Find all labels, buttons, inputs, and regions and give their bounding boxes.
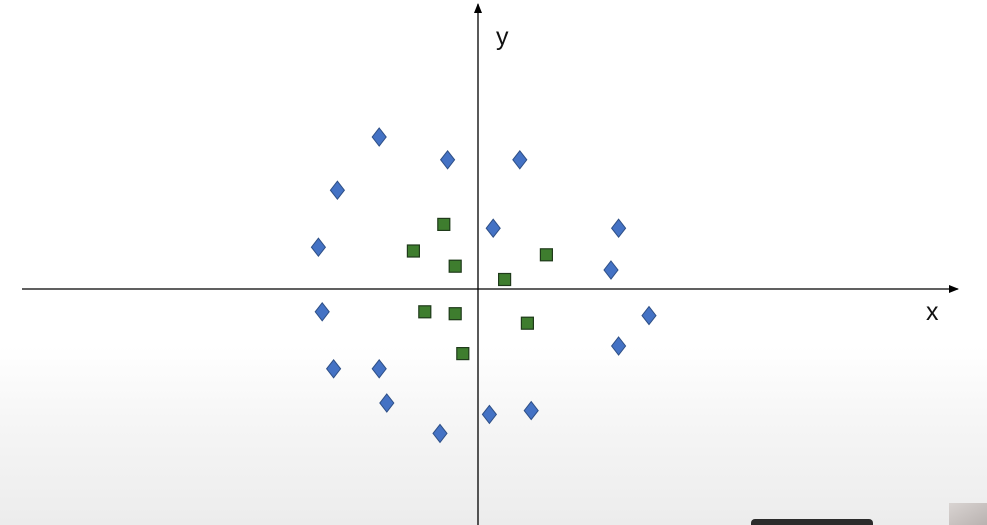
square-point	[520, 316, 535, 330]
diamond-point	[610, 218, 627, 239]
diamond-point	[432, 423, 448, 444]
square-point	[448, 259, 462, 273]
diamond-point	[371, 127, 387, 147]
y-axis-label: y	[496, 23, 509, 51]
diamond-point	[481, 404, 498, 425]
diamond-point	[379, 393, 395, 413]
diamond-point	[485, 218, 501, 239]
square-point	[448, 307, 462, 321]
diamond-point	[314, 301, 330, 322]
taskbar-fragment	[751, 519, 873, 525]
square-point	[437, 217, 451, 231]
square-point	[456, 347, 470, 361]
diamond-point	[325, 358, 342, 379]
diamond-point	[603, 260, 619, 280]
square-point	[418, 305, 432, 319]
diamond-point	[523, 400, 539, 421]
diamond-point	[512, 149, 528, 170]
x-axis-label: x	[926, 298, 939, 326]
diamond-point	[641, 305, 657, 326]
video-thumbnail-fragment	[949, 503, 987, 525]
diamond-point	[310, 237, 327, 258]
diamond-point	[610, 336, 627, 356]
diamond-point	[371, 358, 387, 379]
diamond-point	[439, 149, 456, 170]
square-point	[498, 272, 512, 287]
square-point	[539, 248, 554, 262]
data-points	[310, 127, 657, 444]
diamond-point	[329, 180, 346, 201]
square-point	[406, 244, 420, 258]
